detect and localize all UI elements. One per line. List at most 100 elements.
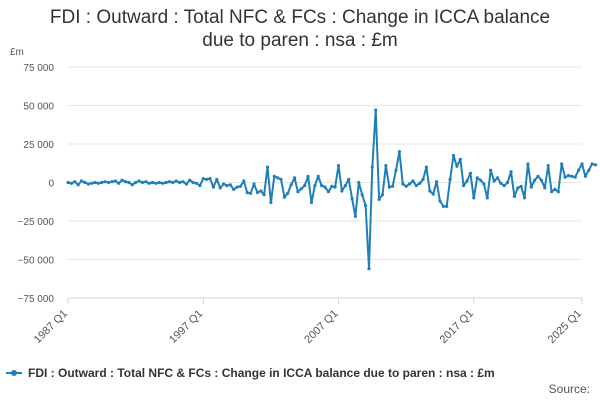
data-point[interactable] [326, 190, 330, 194]
data-point[interactable] [529, 185, 533, 189]
data-point[interactable] [397, 150, 401, 154]
data-point[interactable] [387, 185, 391, 189]
data-point[interactable] [468, 171, 472, 175]
data-point[interactable] [330, 184, 334, 188]
data-point[interactable] [543, 186, 547, 190]
data-point[interactable] [201, 177, 205, 181]
data-point[interactable] [150, 180, 155, 185]
data-point[interactable] [320, 184, 324, 188]
data-point[interactable] [259, 189, 263, 193]
data-point[interactable] [211, 185, 215, 189]
data-point[interactable] [421, 177, 425, 181]
data-point[interactable] [391, 184, 395, 188]
data-point[interactable] [289, 183, 293, 187]
data-point[interactable] [137, 179, 141, 183]
data-point[interactable] [495, 176, 500, 180]
data-point[interactable] [347, 177, 351, 181]
data-point[interactable] [550, 190, 554, 194]
data-point[interactable] [245, 190, 249, 195]
data-point[interactable] [479, 178, 483, 182]
data-point[interactable] [374, 108, 378, 112]
data-point[interactable] [184, 182, 188, 186]
data-point[interactable] [384, 164, 388, 168]
data-point[interactable] [546, 164, 550, 168]
data-point[interactable] [205, 177, 209, 181]
data-point[interactable] [123, 180, 128, 184]
data-point[interactable] [377, 197, 381, 201]
data-point[interactable] [309, 200, 314, 205]
data-point[interactable] [282, 195, 286, 199]
data-point[interactable] [394, 168, 398, 172]
data-point[interactable] [465, 179, 469, 183]
data-point[interactable] [127, 180, 131, 185]
data-point[interactable] [587, 168, 591, 172]
data-point[interactable] [380, 193, 385, 197]
data-point[interactable] [333, 185, 337, 189]
data-point[interactable] [350, 197, 354, 201]
data-point[interactable] [215, 177, 219, 181]
data-point[interactable] [76, 183, 80, 187]
data-point[interactable] [83, 180, 87, 185]
data-point[interactable] [134, 180, 138, 185]
data-point[interactable] [499, 181, 503, 185]
data-point[interactable] [110, 180, 114, 184]
data-point[interactable] [336, 164, 341, 168]
data-point[interactable] [583, 174, 588, 178]
data-point[interactable] [593, 163, 598, 167]
data-point[interactable] [313, 184, 317, 188]
data-point[interactable] [431, 192, 435, 196]
data-point[interactable] [573, 175, 577, 179]
data-point[interactable] [455, 164, 459, 168]
data-point[interactable] [570, 174, 574, 178]
data-point[interactable] [293, 176, 297, 180]
data-point[interactable] [445, 204, 449, 208]
data-point[interactable] [590, 162, 594, 166]
data-point[interactable] [340, 189, 344, 193]
data-point[interactable] [157, 180, 161, 185]
data-point[interactable] [235, 185, 239, 189]
data-point[interactable] [411, 179, 415, 183]
data-point[interactable] [174, 179, 178, 183]
data-point[interactable] [255, 190, 259, 195]
data-point[interactable] [161, 181, 165, 185]
data-point[interactable] [113, 179, 117, 183]
data-point[interactable] [249, 191, 253, 195]
data-point[interactable] [100, 180, 104, 185]
data-point[interactable] [167, 180, 171, 184]
data-point[interactable] [424, 165, 428, 169]
data-point[interactable] [485, 196, 489, 200]
data-point[interactable] [451, 153, 456, 158]
data-point[interactable] [286, 191, 290, 195]
data-point[interactable] [364, 204, 368, 208]
data-point[interactable] [164, 180, 168, 185]
data-point[interactable] [107, 180, 111, 185]
data-point[interactable] [194, 181, 199, 185]
data-point[interactable] [276, 176, 280, 180]
data-point[interactable] [401, 182, 405, 186]
data-point[interactable] [262, 193, 266, 197]
data-point[interactable] [526, 162, 530, 166]
data-point[interactable] [252, 182, 256, 186]
data-point[interactable] [512, 194, 517, 198]
data-point[interactable] [560, 162, 564, 166]
data-point[interactable] [353, 214, 357, 218]
data-point[interactable] [509, 170, 513, 174]
legend[interactable]: FDI : Outward : Total NFC & FCs : Change… [6, 364, 594, 382]
data-point[interactable] [367, 267, 371, 271]
data-point[interactable] [140, 180, 144, 185]
data-point[interactable] [303, 184, 307, 188]
data-point[interactable] [435, 180, 439, 184]
data-point[interactable] [144, 180, 148, 184]
data-point[interactable] [171, 180, 175, 185]
data-point[interactable] [418, 181, 422, 185]
data-point[interactable] [462, 184, 466, 188]
data-point[interactable] [79, 179, 84, 183]
data-point[interactable] [66, 180, 70, 185]
data-point[interactable] [536, 174, 540, 178]
data-point[interactable] [225, 184, 229, 188]
data-point[interactable] [428, 189, 432, 193]
data-point[interactable] [269, 200, 273, 205]
data-point[interactable] [117, 181, 121, 185]
data-point[interactable] [448, 177, 452, 181]
data-point[interactable] [563, 175, 567, 179]
